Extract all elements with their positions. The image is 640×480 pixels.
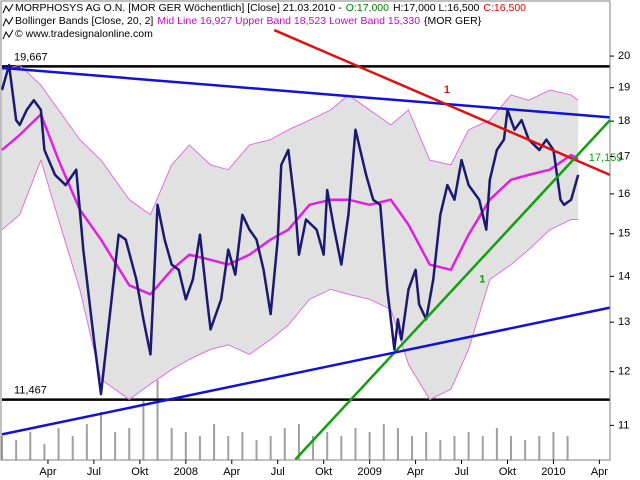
volume-bar (425, 432, 428, 460)
volume-bar (184, 432, 187, 460)
volume-bar (312, 436, 315, 460)
x-tick-label: Okt (131, 466, 148, 478)
x-tick-label: Apr (591, 466, 608, 478)
annotation: 1 (479, 273, 485, 285)
volume-bar (340, 436, 343, 460)
volume-bar (524, 440, 527, 460)
x-tick-label: 2010 (541, 466, 565, 478)
header-line: MORPHOSYS AG O.N. [MOR GER Wöchentlich] … (15, 2, 526, 14)
volume-bar (439, 440, 442, 460)
y-tick-label: 20 (618, 50, 630, 62)
volume-bar (326, 432, 329, 460)
header-text: C:16,500 (483, 2, 526, 14)
trend-line (1, 306, 611, 436)
horizontal-line-label: 19,667 (14, 51, 48, 63)
series-line (1, 64, 579, 216)
volume-bar (43, 444, 46, 460)
header-line: Bollinger Bands [Close, 20, 2] Mid Line 1… (15, 15, 482, 27)
y-tick-label: 16 (618, 188, 630, 200)
volume-bar (128, 428, 131, 460)
header-icon (2, 3, 14, 14)
x-tick-label: Okt (499, 466, 516, 478)
x-tick-label: 2009 (357, 466, 381, 478)
y-tick-label: 13 (618, 316, 630, 328)
volume-bar (241, 432, 244, 460)
y-tick-label: 18 (618, 115, 630, 127)
y-tick-label: 17 (618, 150, 630, 162)
y-tick-label: 14 (618, 270, 630, 282)
volume-bar (538, 436, 541, 460)
x-tick-label: Okt (315, 466, 332, 478)
volume-bar (71, 436, 74, 460)
volume-bar (283, 428, 286, 460)
volume-bar (85, 424, 88, 460)
volume-bar (481, 436, 484, 460)
header-text: Bollinger Bands [Close, 20, 2] (15, 15, 153, 27)
header-text: H:17,000 L:16,500 (393, 2, 480, 14)
volume-bar (510, 436, 513, 460)
volume-bar (1, 436, 3, 460)
volume-bar (382, 424, 385, 460)
header-text: Mid Line 16,927 Upper Band 18,523 Lower … (157, 15, 420, 27)
y-tick-label: 11 (618, 419, 629, 431)
volume-bar (297, 424, 300, 460)
x-tick-label: Apr (407, 466, 424, 478)
x-tick-label: Apr (39, 466, 56, 478)
volume-bar (170, 428, 173, 460)
volume-bar (467, 432, 470, 460)
volume-bar (227, 436, 230, 460)
horizontal-line-label: 11,467 (14, 385, 47, 397)
header-text: {MOR GER} (424, 15, 482, 27)
y-tick-label: 15 (618, 228, 630, 240)
volume-bar (566, 436, 569, 460)
volume-bar (255, 440, 258, 460)
volume-bar (156, 380, 159, 460)
volume-bar (354, 428, 357, 460)
volume-bar (552, 432, 555, 460)
band-fill (2, 65, 579, 400)
header-text: O:17,000 (346, 2, 389, 14)
plot-border (0, 0, 611, 461)
volume-bar (114, 432, 117, 460)
header-text: MORPHOSYS AG O.N. [MOR GER Wöchentlich] … (15, 2, 342, 14)
header-icon (2, 16, 14, 27)
annotation: 17,159 (589, 152, 623, 164)
volume-bar (142, 400, 145, 460)
volume-bar (495, 428, 498, 460)
plot-area: 19,667 11,467 1 1 17,159 (0, 28, 623, 461)
header-icon (2, 29, 14, 40)
annotation: 1 (444, 84, 450, 96)
volume-bar (15, 440, 18, 460)
series-line (1, 113, 579, 296)
x-tick-label: 2008 (174, 466, 198, 478)
volume-bar (29, 432, 32, 460)
volume-bar (368, 432, 371, 460)
x-tick-label: Jul (455, 466, 469, 478)
y-tick-label: 12 (618, 366, 630, 378)
trend-line (273, 28, 611, 177)
x-tick-label: Jul (87, 466, 101, 478)
volume-bar (396, 428, 399, 460)
volume-bar (198, 436, 201, 460)
x-tick-label: Jul (271, 466, 285, 478)
volume-bar (411, 436, 414, 460)
volume-bar (57, 428, 60, 460)
trend-line (294, 119, 611, 461)
trend-line (1, 66, 611, 119)
x-tick-label: Apr (223, 466, 240, 478)
volume-bar (269, 436, 272, 460)
header-line: © www.tradesignalonline.com (15, 28, 153, 40)
volume-bar (453, 436, 456, 460)
header-text: © www.tradesignalonline.com (15, 28, 153, 40)
volume-bar (213, 424, 216, 460)
volume-bar (99, 412, 102, 460)
y-tick-label: 19 (618, 82, 630, 94)
series-line (0, 63, 580, 396)
